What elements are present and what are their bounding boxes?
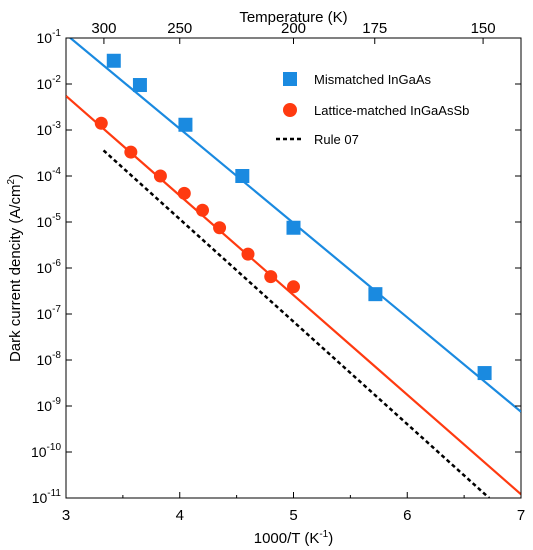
square-point <box>106 53 121 68</box>
top-axis-title: Temperature (K) <box>239 9 347 26</box>
top-tick-label: 200 <box>281 20 306 37</box>
top-tick-label: 300 <box>91 20 116 37</box>
x-axis-title-sup: -1 <box>319 529 328 540</box>
y-tick-label: 10-3 <box>37 120 62 138</box>
y-axis-ticks: 10-1 10-2 10-3 10-4 10-5 10-6 10-7 10-8 10-9 10-1… <box>31 28 521 506</box>
x-axis-ticks: 3 4 5 6 7 <box>62 492 525 524</box>
fit-line-series-1 <box>66 95 521 496</box>
y-tick-label: 10-8 <box>37 350 62 368</box>
circle-point <box>94 116 108 130</box>
y-tick-label: 10-9 <box>37 396 62 414</box>
data-markers <box>94 53 492 381</box>
y-tick-label: 10-10 <box>31 442 61 460</box>
legend-circle-marker <box>283 103 297 117</box>
y-tick-label: 10-5 <box>37 212 62 230</box>
top-tick-label: 250 <box>167 20 192 37</box>
square-point <box>368 287 383 302</box>
circle-point <box>153 169 167 183</box>
y-tick-label: 10-4 <box>37 166 62 184</box>
circle-point <box>124 145 138 159</box>
y-tick-label: 10-6 <box>37 258 62 276</box>
x-tick-label: 3 <box>62 507 70 524</box>
circle-point <box>177 186 191 200</box>
legend: Mismatched InGaAs Lattice-matched InGaAs… <box>276 72 469 147</box>
x-axis-title-main: 1000/T (K <box>254 530 320 547</box>
legend-item-mismatched-ingaas: Mismatched InGaAs <box>283 72 432 87</box>
legend-square-marker <box>283 72 297 86</box>
y-axis-title-main: Dark current dencity (A/cm <box>7 185 24 363</box>
circle-point <box>264 270 278 284</box>
y-axis-title-sup: 2 <box>6 179 17 185</box>
x-tick-label: 4 <box>176 507 184 524</box>
x-tick-label: 5 <box>289 507 297 524</box>
circle-point <box>213 221 227 235</box>
plot-area <box>65 37 522 499</box>
circle-point <box>287 280 300 294</box>
circle-point <box>241 247 255 261</box>
y-axis-title: Dark current dencity (A/cm2) <box>6 174 24 362</box>
square-point <box>235 169 250 183</box>
legend-item-lattice-matched-ingaassb: Lattice-matched InGaAsSb <box>283 103 469 118</box>
square-point <box>178 117 193 132</box>
top-tick-label: 175 <box>362 20 387 37</box>
legend-label-mismatched-ingaas: Mismatched InGaAs <box>314 72 432 87</box>
legend-item-rule-07: Rule 07 <box>276 132 359 147</box>
legend-label-lattice-matched-ingaassb: Lattice-matched InGaAsSb <box>314 103 469 118</box>
legend-label-rule-07: Rule 07 <box>314 132 359 147</box>
square-point <box>132 78 147 93</box>
circle-point <box>196 203 209 217</box>
top-axis-ticks: 300 250 200 175 150 <box>91 20 496 44</box>
rule07-dashed-line <box>102 149 490 498</box>
y-tick-label: 10-1 <box>37 28 62 46</box>
y-tick-label: 10-11 <box>32 488 62 506</box>
square-point <box>477 366 492 381</box>
y-tick-label: 10-2 <box>37 74 62 92</box>
x-tick-label: 6 <box>403 507 411 524</box>
x-tick-label: 7 <box>517 507 525 524</box>
y-axis-title-close: ) <box>7 174 24 179</box>
top-tick-label: 150 <box>471 20 496 37</box>
x-axis-title-close: ) <box>328 530 333 547</box>
x-axis-title: 1000/T (K-1) <box>254 529 334 547</box>
square-point <box>286 220 301 235</box>
y-tick-label: 10-7 <box>37 304 62 322</box>
